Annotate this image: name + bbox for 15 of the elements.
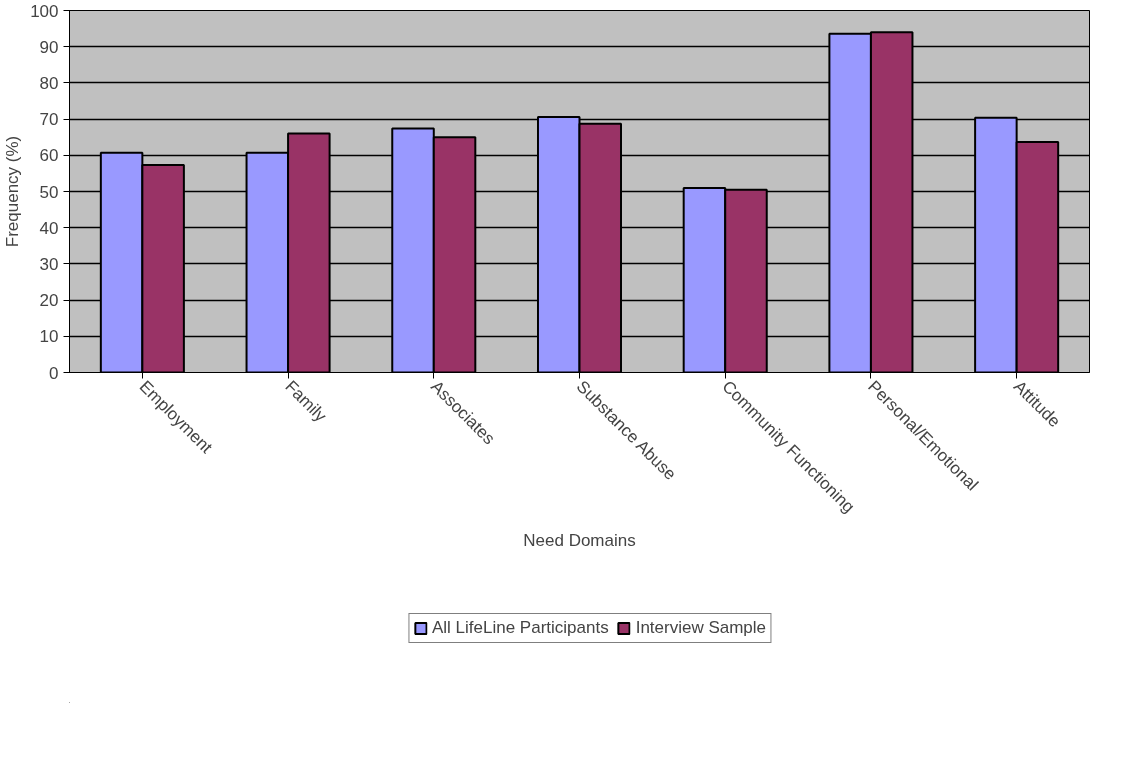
y-tick-label: 0 xyxy=(49,363,59,383)
y-tick-label: 60 xyxy=(39,146,59,166)
y-tick-label: 30 xyxy=(39,254,59,274)
y-tick-label: 40 xyxy=(39,218,59,238)
y-axis-title: Frequency (%) xyxy=(3,135,23,248)
y-tick-label: 90 xyxy=(39,37,59,57)
y-tick-label: 70 xyxy=(39,110,59,130)
y-tick-label: 10 xyxy=(39,327,59,347)
legend-label: All LifeLine Participants xyxy=(431,618,609,638)
y-tick-label: 100 xyxy=(30,1,59,21)
x-axis-title: Need Domains xyxy=(523,531,636,551)
y-tick-label: 50 xyxy=(39,182,59,202)
legend-label: Interview Sample xyxy=(635,618,767,638)
y-tick-label: 20 xyxy=(39,291,59,311)
y-tick-label: 80 xyxy=(39,73,59,93)
